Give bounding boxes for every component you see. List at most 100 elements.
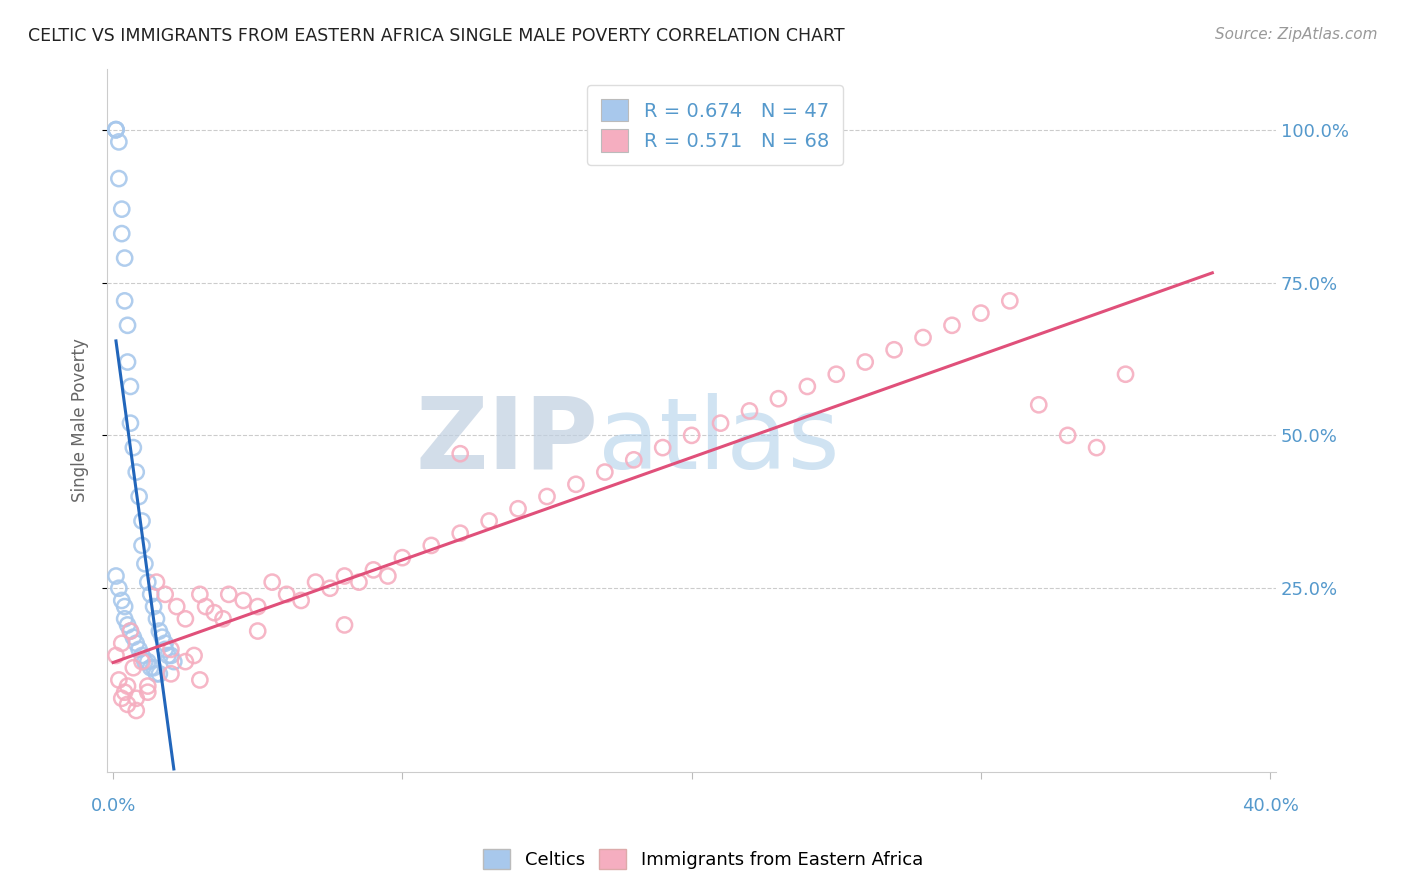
Point <box>120 624 142 638</box>
Point <box>117 679 139 693</box>
Point <box>738 404 761 418</box>
Text: ZIP: ZIP <box>415 392 598 490</box>
Point <box>104 122 127 136</box>
Point <box>449 526 471 541</box>
Point <box>128 642 150 657</box>
Point <box>114 293 136 308</box>
Point <box>117 318 139 333</box>
Point <box>148 624 170 638</box>
Point <box>104 122 127 136</box>
Text: Source: ZipAtlas.com: Source: ZipAtlas.com <box>1215 27 1378 42</box>
Point <box>449 447 471 461</box>
Point <box>117 355 139 369</box>
Point <box>970 306 993 320</box>
Point <box>120 624 142 638</box>
Legend: R = 0.674   N = 47, R = 0.571   N = 68: R = 0.674 N = 47, R = 0.571 N = 68 <box>588 86 842 165</box>
Point <box>276 587 298 601</box>
Point <box>111 636 134 650</box>
Point <box>188 673 211 687</box>
Point <box>108 581 131 595</box>
Point <box>117 618 139 632</box>
Point <box>347 575 370 590</box>
Text: atlas: atlas <box>598 392 839 490</box>
Point <box>111 227 134 241</box>
Point <box>202 606 225 620</box>
Point <box>136 575 159 590</box>
Point <box>153 587 176 601</box>
Point <box>998 293 1021 308</box>
Point <box>188 587 211 601</box>
Point <box>104 122 127 136</box>
Point <box>912 330 935 344</box>
Point <box>145 575 167 590</box>
Point <box>391 550 413 565</box>
Point <box>139 661 162 675</box>
Point <box>131 648 153 663</box>
Point <box>709 416 731 430</box>
Point <box>108 135 131 149</box>
Point <box>125 465 148 479</box>
Point <box>131 655 153 669</box>
Point <box>111 593 134 607</box>
Point <box>333 569 356 583</box>
Point <box>163 655 186 669</box>
Point <box>174 655 197 669</box>
Point <box>108 171 131 186</box>
Point <box>122 661 145 675</box>
Point <box>941 318 963 333</box>
Point <box>125 691 148 706</box>
Point <box>377 569 399 583</box>
Point <box>136 655 159 669</box>
Point <box>262 575 284 590</box>
Text: CELTIC VS IMMIGRANTS FROM EASTERN AFRICA SINGLE MALE POVERTY CORRELATION CHART: CELTIC VS IMMIGRANTS FROM EASTERN AFRICA… <box>28 27 845 45</box>
Point <box>125 636 148 650</box>
Point <box>183 648 205 663</box>
Legend: Celtics, Immigrants from Eastern Africa: Celtics, Immigrants from Eastern Africa <box>474 839 932 879</box>
Point <box>290 593 312 607</box>
Point <box>853 355 876 369</box>
Point <box>145 666 167 681</box>
Point <box>122 441 145 455</box>
Point <box>166 599 188 614</box>
Point <box>142 599 165 614</box>
Point <box>131 538 153 552</box>
Point <box>136 685 159 699</box>
Point <box>114 612 136 626</box>
Point <box>114 251 136 265</box>
Point <box>160 648 183 663</box>
Point <box>148 666 170 681</box>
Point <box>104 648 127 663</box>
Point <box>153 636 176 650</box>
Point <box>114 599 136 614</box>
Point <box>623 453 645 467</box>
Point <box>1056 428 1078 442</box>
Point <box>114 685 136 699</box>
Point <box>139 587 162 601</box>
Point <box>157 648 180 663</box>
Point <box>160 642 183 657</box>
Point <box>111 202 134 216</box>
Point <box>153 642 176 657</box>
Point <box>142 661 165 675</box>
Point <box>1028 398 1050 412</box>
Point <box>111 691 134 706</box>
Point <box>883 343 905 357</box>
Point <box>246 599 269 614</box>
Point <box>536 490 558 504</box>
Point <box>333 618 356 632</box>
Point <box>128 490 150 504</box>
Point <box>796 379 818 393</box>
Point <box>125 704 148 718</box>
Point <box>506 501 529 516</box>
Point <box>246 624 269 638</box>
Point <box>420 538 443 552</box>
Point <box>681 428 703 442</box>
Point <box>825 368 848 382</box>
Point <box>134 655 156 669</box>
Point <box>104 569 127 583</box>
Point <box>478 514 501 528</box>
Point <box>1085 441 1108 455</box>
Point <box>160 666 183 681</box>
Point <box>593 465 616 479</box>
Point <box>212 612 235 626</box>
